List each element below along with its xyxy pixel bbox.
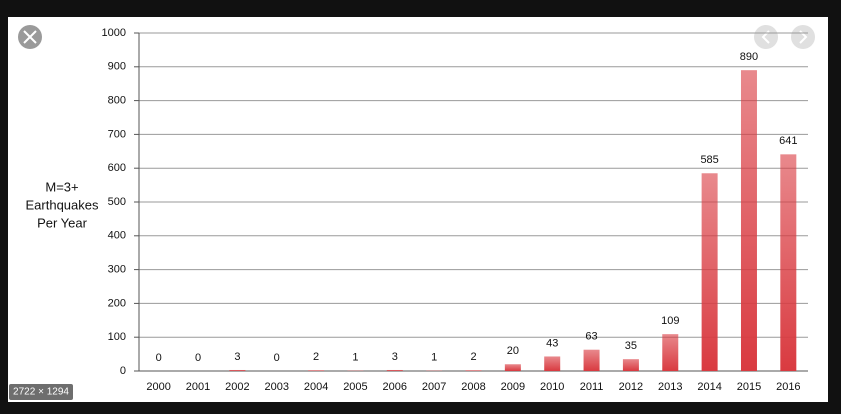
value-label: 1 [352, 352, 358, 364]
x-tick-label: 2000 [146, 381, 170, 393]
value-label: 109 [661, 315, 679, 327]
x-tick-label: 2004 [304, 381, 328, 393]
x-tick-label: 2009 [501, 381, 525, 393]
value-label: 2 [470, 351, 476, 363]
bar [544, 356, 560, 371]
y-tick-label: 600 [108, 162, 126, 174]
x-tick-label: 2003 [264, 381, 288, 393]
value-label: 0 [156, 352, 162, 364]
value-label: 35 [625, 340, 637, 352]
value-label: 43 [546, 337, 558, 349]
prev-button[interactable] [754, 25, 778, 49]
value-label: 0 [195, 352, 201, 364]
x-tick-label: 2016 [776, 381, 800, 393]
bar [702, 173, 718, 371]
x-tick-label: 2014 [697, 381, 721, 393]
bar [623, 359, 639, 371]
bar [466, 370, 482, 371]
value-label: 2 [313, 351, 319, 363]
next-button-circle[interactable] [791, 25, 815, 49]
x-tick-label: 2002 [225, 381, 249, 393]
y-tick-label: 0 [120, 365, 126, 377]
value-label: 1 [431, 352, 437, 364]
bar [584, 350, 600, 371]
y-tick-label: 800 [108, 95, 126, 107]
prev-button-circle[interactable] [754, 25, 778, 49]
y-axis-label: Per Year [37, 215, 88, 230]
y-axis-label: Earthquakes [26, 197, 99, 212]
x-tick-label: 2010 [540, 381, 564, 393]
y-axis-label: M=3+ [45, 179, 78, 194]
image-size: 2722 × 1294 [13, 387, 69, 398]
x-tick-label: 2008 [461, 381, 485, 393]
value-label: 3 [392, 351, 398, 363]
x-tick-label: 2011 [580, 381, 604, 393]
bar [505, 364, 521, 371]
value-label: 20 [507, 345, 519, 357]
x-tick-label: 2015 [737, 381, 761, 393]
y-tick-label: 500 [108, 196, 126, 208]
x-tick-label: 2001 [186, 381, 210, 393]
value-label: 641 [779, 135, 797, 147]
bar [308, 370, 324, 371]
x-tick-label: 2006 [383, 381, 407, 393]
x-tick-label: 2013 [658, 381, 682, 393]
y-tick-label: 100 [108, 331, 126, 343]
bar [662, 334, 678, 371]
value-label: 63 [585, 331, 597, 343]
y-tick-label: 1000 [102, 27, 126, 39]
x-tick-label: 2005 [343, 381, 367, 393]
x-tick-label: 2007 [422, 381, 446, 393]
next-button[interactable] [791, 25, 815, 49]
value-label: 3 [234, 351, 240, 363]
bar [741, 70, 757, 371]
y-tick-label: 700 [108, 128, 126, 140]
value-label: 585 [700, 154, 718, 166]
bar [229, 370, 245, 371]
y-tick-label: 900 [108, 61, 126, 73]
bar [387, 370, 403, 371]
y-tick-label: 400 [108, 230, 126, 242]
y-tick-label: 300 [108, 264, 126, 276]
x-tick-label: 2012 [619, 381, 643, 393]
y-tick-label: 200 [108, 297, 126, 309]
bar [780, 154, 796, 371]
value-label: 890 [740, 51, 758, 63]
close-button[interactable] [18, 25, 42, 49]
value-label: 0 [274, 352, 280, 364]
